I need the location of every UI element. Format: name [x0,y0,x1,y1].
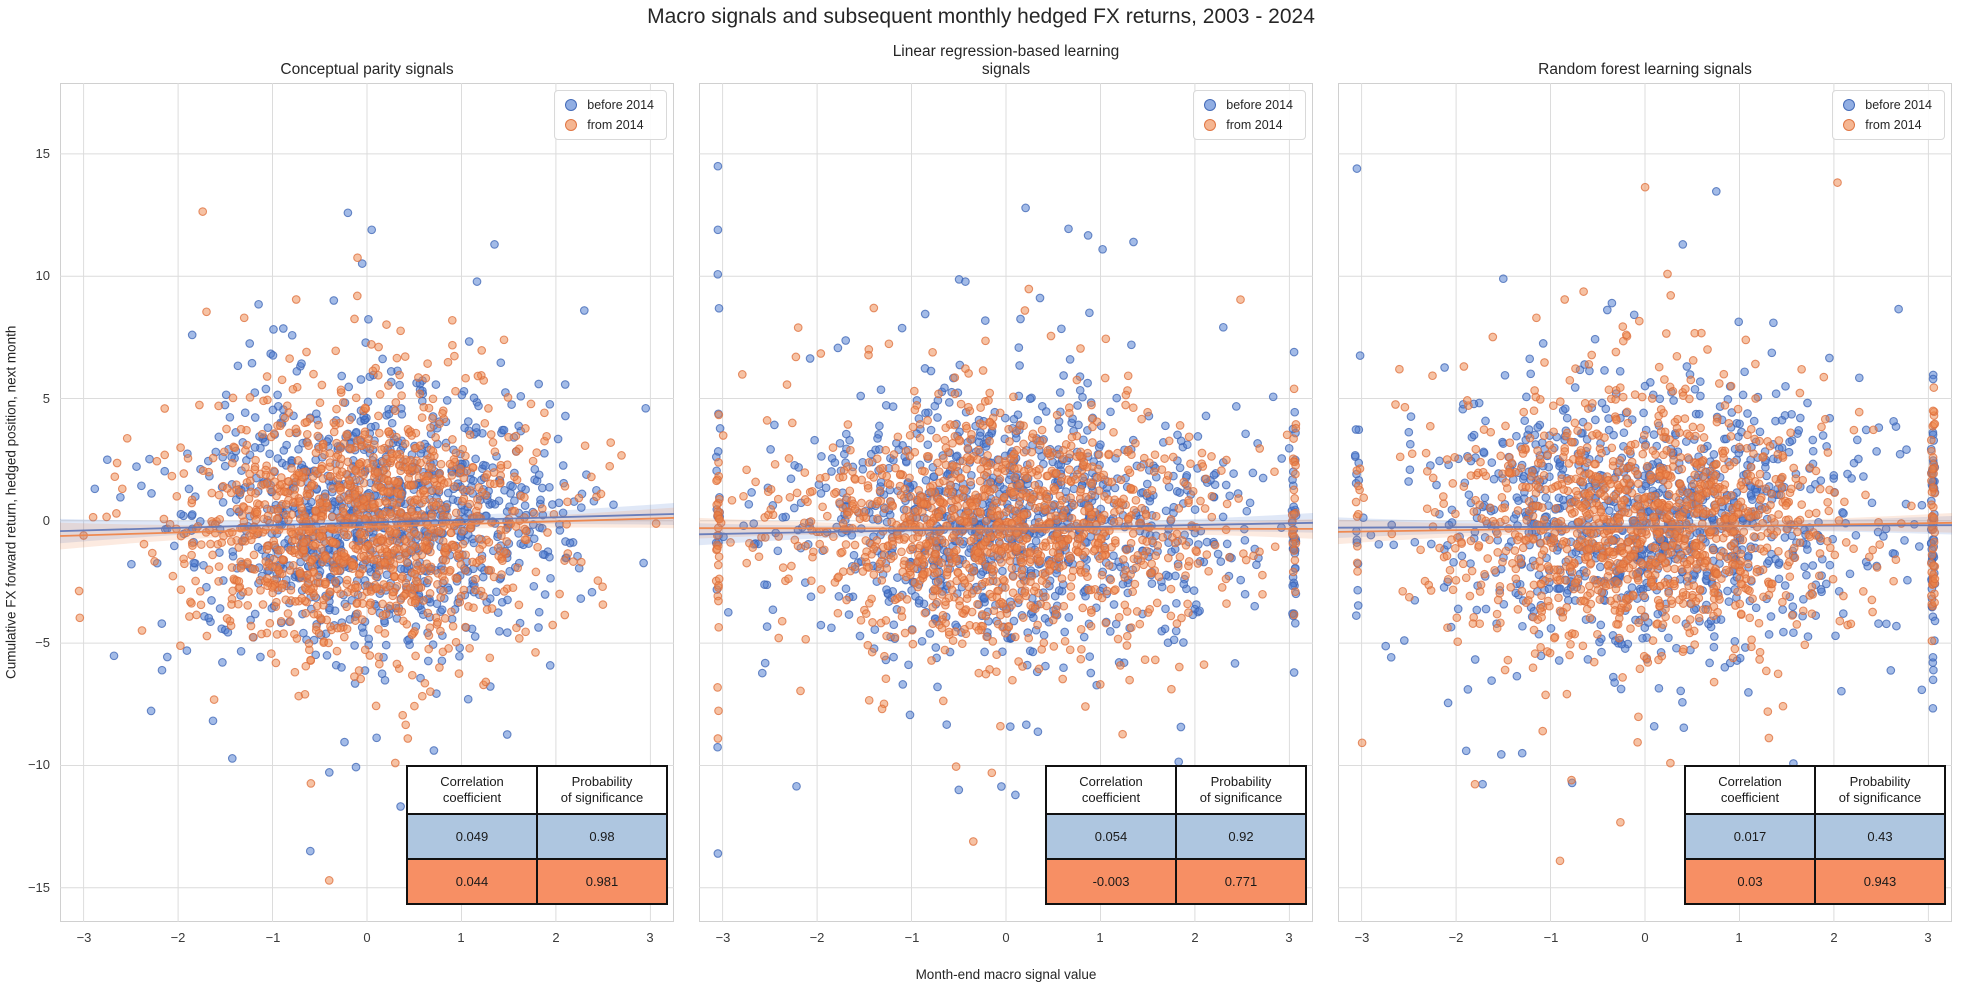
correlation-value: 0.03 [1684,858,1816,905]
correlation-value: 0.049 [406,813,538,860]
x-tick-label: 2 [1191,930,1199,945]
correlation-table: Correlation coefficient Probability of s… [1045,765,1307,905]
x-tick-label: 3 [1924,930,1932,945]
subplot-title-linear-regression: Linear regression-based learning signals [892,42,1120,79]
legend-marker-blue-icon [565,99,578,111]
table-row-from-2014: -0.003 0.771 [1045,858,1307,905]
probability-value: 0.43 [1814,813,1946,860]
legend-label: from 2014 [1226,118,1283,132]
table-header-correlation: Correlation coefficient [1684,765,1816,815]
table-header-row: Correlation coefficient Probability of s… [406,765,668,815]
x-tick-label: 1 [1735,930,1743,945]
x-tick-label: −1 [265,930,281,945]
x-tick-label: −3 [76,930,92,945]
x-tick-label: −1 [904,930,920,945]
table-header-probability: Probability of significance [536,765,668,815]
correlation-value: 0.017 [1684,813,1816,860]
table-header-correlation: Correlation coefficient [1045,765,1177,815]
x-tick-label: −2 [1448,930,1464,945]
y-tick-label: −5 [35,635,50,650]
scatter-plot [699,83,1313,922]
subplot-conceptual-parity: before 2014 from 2014 Correlation coeffi… [60,83,674,945]
subplot-random-forest: before 2014 from 2014 Correlation coeffi… [1338,83,1952,945]
scatter-plot [1338,83,1952,922]
subplot-title-random-forest: Random forest learning signals [1538,61,1752,79]
legend-marker-orange-icon [1843,119,1856,131]
scatter-layer-1 [711,284,1301,846]
y-tick-label: −15 [27,880,50,895]
x-axis-label: Month-end macro signal value [915,967,1097,982]
x-tick-label: 1 [1096,930,1104,945]
table-header-probability: Probability of significance [1175,765,1307,815]
legend-label: from 2014 [587,118,644,132]
legend-item-before-2014: before 2014 [1204,98,1293,112]
legend-item-from-2014: from 2014 [565,118,654,132]
y-tick-label: 0 [42,513,50,528]
legend-label: before 2014 [1226,98,1293,112]
legend-marker-blue-icon [1204,99,1217,111]
x-tick-label: 0 [1002,930,1010,945]
x-tick-label: −2 [170,930,186,945]
subplot-title-conceptual-parity: Conceptual parity signals [280,61,454,79]
probability-value: 0.98 [536,813,668,860]
legend-item-before-2014: before 2014 [565,98,654,112]
scatter-layer-1 [74,207,661,885]
y-tick-label: 10 [35,268,50,283]
figure-title: Macro signals and subsequent monthly hed… [647,5,1315,28]
scatter-layer-1 [1351,178,1940,866]
table-header-row: Correlation coefficient Probability of s… [1684,765,1946,815]
legend-item-from-2014: from 2014 [1843,118,1932,132]
correlation-value: -0.003 [1045,858,1177,905]
y-tick-labels: 15 10 5 0 −5 −10 −15 [12,83,50,922]
table-header-correlation: Correlation coefficient [406,765,538,815]
y-tick-label: −10 [27,757,50,772]
legend-label: before 2014 [1865,98,1932,112]
table-header-row: Correlation coefficient Probability of s… [1045,765,1307,815]
correlation-table: Correlation coefficient Probability of s… [1684,765,1946,905]
y-tick-label: 5 [42,391,50,406]
x-tick-label: −2 [809,930,825,945]
x-tick-label: 0 [1641,930,1649,945]
table-row-before-2014: 0.054 0.92 [1045,813,1307,860]
legend-marker-orange-icon [1204,119,1217,131]
x-tick-label: 0 [363,930,371,945]
legend-label: before 2014 [587,98,654,112]
correlation-value: 0.044 [406,858,538,905]
table-row-from-2014: 0.03 0.943 [1684,858,1946,905]
probability-value: 0.981 [536,858,668,905]
correlation-table: Correlation coefficient Probability of s… [406,765,668,905]
x-tick-label: 3 [646,930,654,945]
legend: before 2014 from 2014 [554,90,667,140]
legend-item-before-2014: before 2014 [1843,98,1932,112]
y-tick-label: 15 [35,146,50,161]
legend-marker-blue-icon [1843,99,1856,111]
legend-label: from 2014 [1865,118,1922,132]
correlation-value: 0.054 [1045,813,1177,860]
table-row-from-2014: 0.044 0.981 [406,858,668,905]
legend: before 2014 from 2014 [1832,90,1945,140]
legend-item-from-2014: from 2014 [1204,118,1293,132]
probability-value: 0.943 [1814,858,1946,905]
legend-marker-orange-icon [565,119,578,131]
x-tick-label: −3 [1354,930,1370,945]
x-tick-label: −3 [715,930,731,945]
table-header-probability: Probability of significance [1814,765,1946,815]
x-tick-label: 2 [1830,930,1838,945]
subplot-linear-regression: before 2014 from 2014 Correlation coeffi… [699,83,1313,945]
x-tick-label: 1 [457,930,465,945]
x-tick-label: 3 [1285,930,1293,945]
scatter-plot [60,83,674,922]
probability-value: 0.92 [1175,813,1307,860]
x-tick-label: −1 [1543,930,1559,945]
table-row-before-2014: 0.017 0.43 [1684,813,1946,860]
x-tick-label: 2 [552,930,560,945]
table-row-before-2014: 0.049 0.98 [406,813,668,860]
legend: before 2014 from 2014 [1193,90,1306,140]
probability-value: 0.771 [1175,858,1307,905]
